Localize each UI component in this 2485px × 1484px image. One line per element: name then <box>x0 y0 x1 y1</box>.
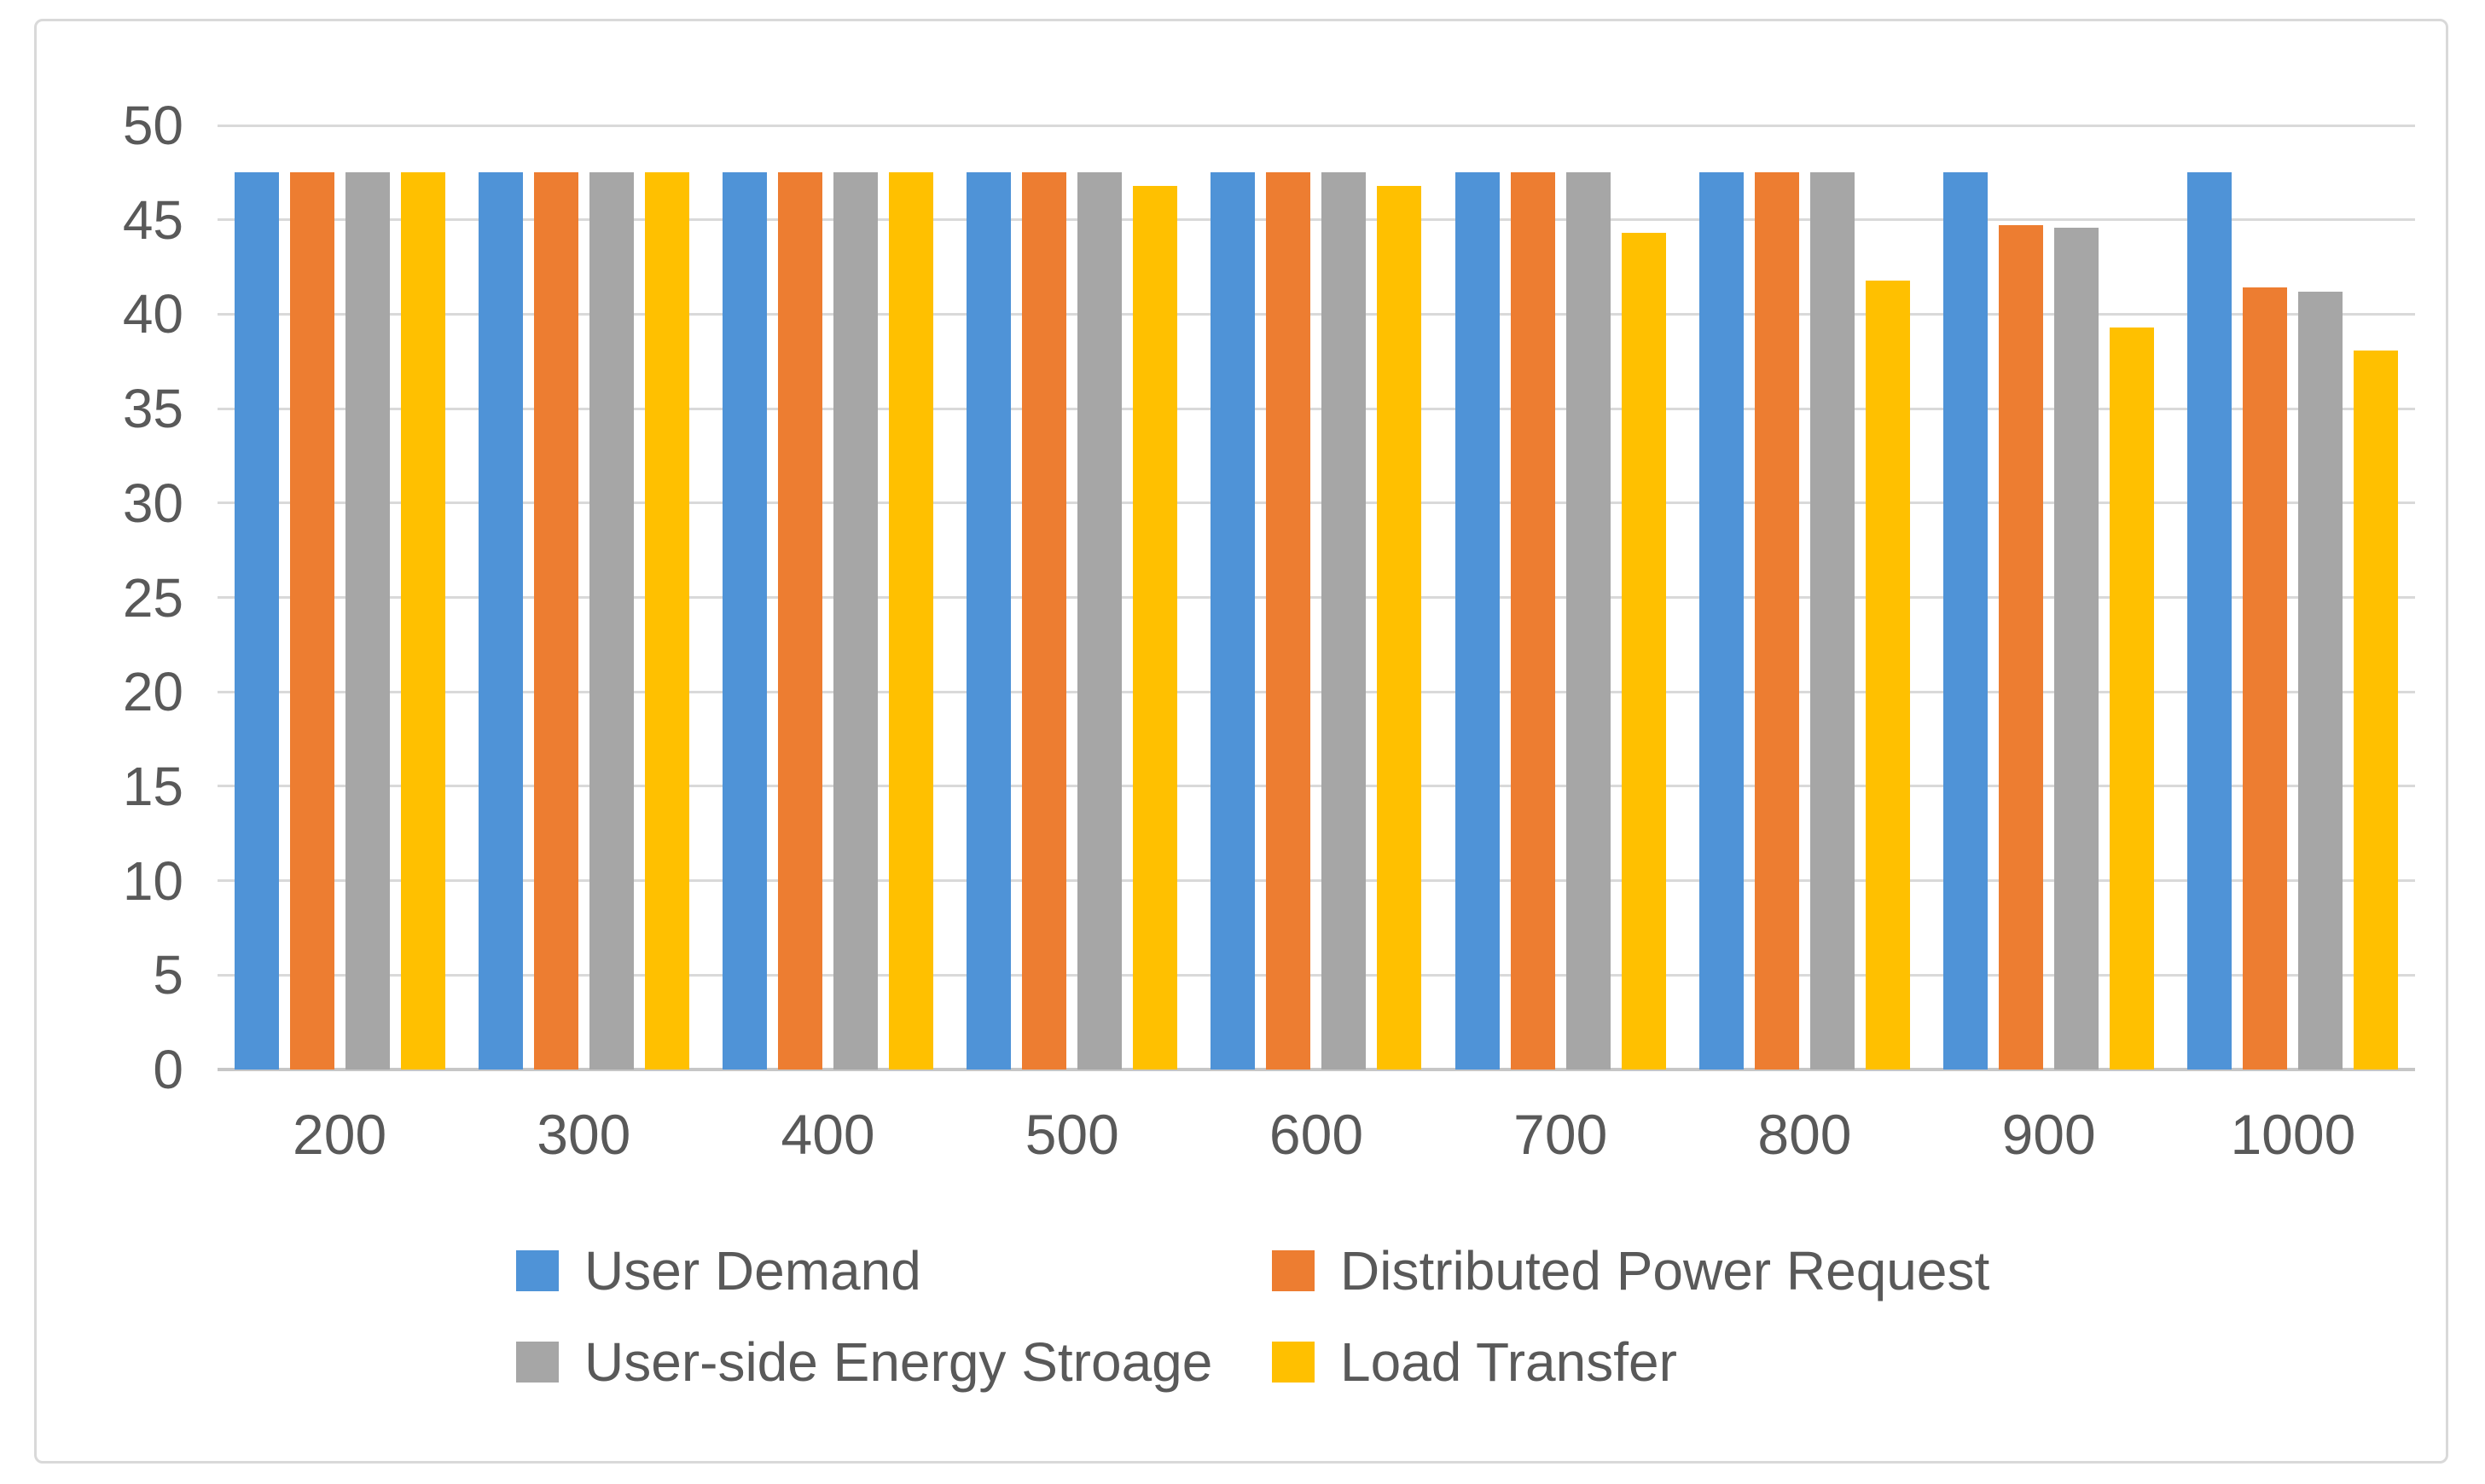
bar-user-side-energy-stroage-200 <box>345 172 390 1070</box>
gridline-10 <box>218 879 2415 883</box>
bar-user-side-energy-stroage-500 <box>1077 172 1123 1070</box>
bar-group-900 <box>1927 125 2171 1070</box>
bar-load-transfer-500 <box>1133 185 1178 1070</box>
bar-user-side-energy-stroage-600 <box>1321 172 1367 1070</box>
bar-group-500 <box>950 125 1194 1070</box>
bar-load-transfer-800 <box>1865 280 1910 1070</box>
gridline-35 <box>218 407 2415 410</box>
bar-user-demand-300 <box>478 172 523 1070</box>
y-tick-label-45: 45 <box>122 188 183 251</box>
bar-distributed-power-request-800 <box>1754 172 1799 1070</box>
x-tick-label-400: 400 <box>781 1103 875 1166</box>
bar-user-demand-1000 <box>2187 172 2232 1070</box>
y-tick-label-0: 0 <box>153 1039 183 1100</box>
bar-load-transfer-300 <box>644 172 689 1070</box>
bar-group-300 <box>462 125 705 1070</box>
x-tick-label-500: 500 <box>1025 1103 1119 1166</box>
bar-user-side-energy-stroage-1000 <box>2298 291 2343 1070</box>
gridline-45 <box>218 218 2415 222</box>
y-tick-label-15: 15 <box>122 755 183 817</box>
gridline-15 <box>218 785 2415 788</box>
y-tick-label-5: 5 <box>153 944 183 1006</box>
legend-item-user-side-energy-stroage: User-side Energy Stroage <box>516 1331 1212 1393</box>
x-axis-line <box>218 1068 2415 1071</box>
bar-distributed-power-request-400 <box>778 172 823 1070</box>
legend-swatch-user-side-energy-stroage <box>516 1342 559 1383</box>
bar-user-side-energy-stroage-800 <box>1809 172 1855 1070</box>
legend-item-load-transfer: Load Transfer <box>1272 1331 1677 1393</box>
y-tick-label-10: 10 <box>122 849 183 912</box>
bar-load-transfer-700 <box>1621 233 1666 1070</box>
bar-load-transfer-1000 <box>2354 350 2399 1070</box>
x-tick-label-300: 300 <box>537 1103 631 1166</box>
y-tick-label-35: 35 <box>122 378 183 440</box>
x-tick-label-200: 200 <box>293 1103 387 1166</box>
x-tick-label-800: 800 <box>1757 1103 1852 1166</box>
legend-item-user-demand: User Demand <box>516 1240 921 1301</box>
bar-group-700 <box>1438 125 1682 1070</box>
plot-area <box>218 124 2415 1071</box>
bar-user-side-energy-stroage-300 <box>589 172 634 1070</box>
bar-user-demand-900 <box>1943 172 1989 1070</box>
legend-label-user-side-energy-stroage: User-side Energy Stroage <box>584 1331 1213 1393</box>
bar-groups <box>218 125 2415 1070</box>
bar-user-side-energy-stroage-400 <box>833 172 879 1070</box>
bar-distributed-power-request-500 <box>1022 172 1067 1070</box>
bar-group-800 <box>1682 125 1926 1070</box>
bar-user-demand-500 <box>967 172 1012 1070</box>
bar-user-demand-800 <box>1698 172 1744 1070</box>
bar-group-600 <box>1194 125 1438 1070</box>
x-tick-label-900: 900 <box>2001 1103 2096 1166</box>
x-tick-label-600: 600 <box>1269 1103 1364 1166</box>
bar-load-transfer-200 <box>400 172 445 1070</box>
bar-user-demand-700 <box>1454 172 1500 1070</box>
bar-user-demand-400 <box>723 172 768 1070</box>
bar-distributed-power-request-600 <box>1266 172 1311 1070</box>
bar-group-200 <box>218 125 462 1070</box>
legend-item-distributed-power-request: Distributed Power Request <box>1272 1240 1989 1301</box>
bar-load-transfer-900 <box>2110 327 2155 1070</box>
gridline-25 <box>218 596 2415 599</box>
y-tick-label-50: 50 <box>122 95 183 156</box>
bar-distributed-power-request-200 <box>289 172 334 1070</box>
gridline-20 <box>218 690 2415 693</box>
legend-label-distributed-power-request: Distributed Power Request <box>1340 1240 1990 1301</box>
y-tick-label-20: 20 <box>122 661 183 723</box>
legend-swatch-user-demand <box>516 1250 559 1291</box>
gridline-40 <box>218 312 2415 316</box>
bar-user-demand-200 <box>234 172 279 1070</box>
x-tick-label-700: 700 <box>1513 1103 1608 1166</box>
bar-distributed-power-request-300 <box>533 172 578 1070</box>
bar-group-400 <box>705 125 949 1070</box>
gridline-5 <box>218 973 2415 977</box>
bar-user-side-energy-stroage-900 <box>2054 227 2099 1070</box>
bar-load-transfer-400 <box>889 172 934 1070</box>
y-tick-label-25: 25 <box>122 566 183 629</box>
bar-distributed-power-request-700 <box>1510 172 1555 1070</box>
legend-label-user-demand: User Demand <box>584 1240 921 1301</box>
bar-group-1000 <box>2171 125 2415 1070</box>
chart-frame: 0 5 10 15 20 25 30 35 40 45 50 200 300 400 500 600 700 8… <box>34 19 2448 1464</box>
y-tick-label-40: 40 <box>122 283 183 345</box>
gridline-30 <box>218 501 2415 505</box>
y-tick-label-30: 30 <box>122 472 183 534</box>
x-tick-label-1000: 1000 <box>2230 1103 2356 1166</box>
bar-distributed-power-request-1000 <box>2243 287 2288 1070</box>
legend-swatch-distributed-power-request <box>1272 1250 1315 1291</box>
legend-swatch-load-transfer <box>1272 1342 1315 1383</box>
gridline-50 <box>218 124 2415 127</box>
bar-user-side-energy-stroage-700 <box>1565 172 1611 1070</box>
bar-distributed-power-request-900 <box>1999 225 2044 1070</box>
bar-user-demand-600 <box>1211 172 1256 1070</box>
bar-load-transfer-600 <box>1377 185 1422 1070</box>
legend-label-load-transfer: Load Transfer <box>1340 1331 1677 1393</box>
